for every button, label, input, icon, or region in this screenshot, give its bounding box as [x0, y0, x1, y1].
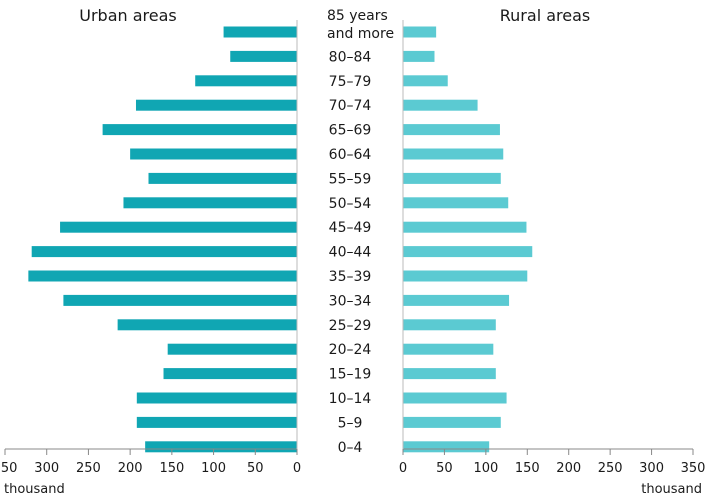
- right-panel-title: Rural areas: [500, 6, 590, 25]
- age-group-label: 35–39: [329, 269, 372, 285]
- age-group-labels: 85 years and more 80–84 75–79 70–74 65–69 60–6…: [327, 8, 394, 456]
- left-panel-title: Urban areas: [79, 6, 177, 25]
- rural-bar: [403, 270, 528, 282]
- age-group-label: 5–9: [338, 415, 363, 431]
- right-tick-label: 250: [598, 461, 623, 476]
- urban-bar: [123, 197, 298, 209]
- right-tick-label: 100: [473, 461, 498, 476]
- rural-bar: [403, 319, 496, 331]
- right-unit-label: thousand: [641, 482, 702, 497]
- urban-bar: [28, 270, 298, 282]
- urban-bar: [102, 124, 298, 136]
- age-group-label: 15–19: [329, 367, 372, 383]
- age-group-label: 55–59: [329, 171, 372, 187]
- rural-bar: [403, 50, 435, 62]
- age-group-label: 65–69: [329, 123, 372, 139]
- rural-bar: [403, 246, 533, 258]
- urban-bar: [60, 221, 297, 233]
- right-tick-label: 150: [515, 461, 540, 476]
- urban-bar: [195, 75, 297, 87]
- urban-bar: [167, 343, 297, 355]
- age-group-label: 0–4: [338, 440, 363, 456]
- urban-bar: [136, 392, 297, 404]
- left-tick-label: 350: [0, 461, 17, 476]
- rural-bar: [403, 221, 527, 233]
- rural-bar: [403, 392, 507, 404]
- rural-bar: [403, 124, 500, 136]
- rural-bar: [403, 441, 490, 453]
- rural-bar: [403, 172, 501, 184]
- urban-bar: [31, 246, 297, 258]
- right-tick-label: 50: [436, 461, 453, 476]
- urban-bar: [148, 172, 297, 184]
- left-tick-label: 150: [159, 461, 184, 476]
- age-group-label: 60–64: [329, 147, 372, 163]
- urban-bars-group: [28, 26, 298, 453]
- urban-bar: [130, 148, 297, 160]
- age-group-label: 20–24: [329, 342, 372, 358]
- age-group-label: 50–54: [329, 196, 372, 212]
- urban-bar: [230, 50, 297, 62]
- right-tick-label: 350: [681, 461, 706, 476]
- age-group-label: 10–14: [329, 391, 372, 407]
- rural-bar: [403, 416, 501, 428]
- left-tick-label: 50: [247, 461, 264, 476]
- urban-bar: [163, 368, 297, 380]
- left-tick-label: 200: [118, 461, 143, 476]
- rural-bar: [403, 99, 478, 111]
- right-tick-label: 200: [556, 461, 581, 476]
- rural-bar: [403, 197, 509, 209]
- rural-bar: [403, 75, 448, 87]
- right-axis-ticks: 0 50 100 150 200 250 300 350: [399, 449, 706, 476]
- rural-bar: [403, 294, 510, 306]
- left-axis-ticks: 0 50 100 150 200 250 300 350: [0, 449, 301, 476]
- urban-bar: [145, 441, 297, 453]
- urban-bar: [223, 26, 297, 38]
- rural-bar: [403, 26, 437, 38]
- age-group-label: 85 years: [327, 8, 388, 24]
- rural-bar: [403, 368, 496, 380]
- rural-bars-group: [403, 26, 533, 453]
- age-group-label: 25–29: [329, 318, 372, 334]
- rural-bar: [403, 148, 504, 160]
- left-tick-label: 100: [201, 461, 226, 476]
- age-group-label: 40–44: [329, 245, 372, 261]
- rural-bar: [403, 343, 494, 355]
- urban-bar: [136, 416, 297, 428]
- age-group-label: and more: [327, 26, 394, 42]
- left-tick-label: 0: [293, 461, 301, 476]
- urban-bar: [135, 99, 297, 111]
- right-tick-label: 300: [639, 461, 664, 476]
- age-group-label: 30–34: [329, 293, 372, 309]
- age-group-label: 80–84: [329, 49, 372, 65]
- age-group-label: 45–49: [329, 220, 372, 236]
- age-group-label: 75–79: [329, 74, 372, 90]
- left-unit-label: thousand: [4, 482, 65, 497]
- urban-bar: [63, 294, 298, 306]
- urban-bar: [117, 319, 297, 331]
- left-tick-label: 250: [76, 461, 101, 476]
- age-group-label: 70–74: [329, 98, 372, 114]
- right-tick-label: 0: [399, 461, 407, 476]
- left-tick-label: 300: [34, 461, 59, 476]
